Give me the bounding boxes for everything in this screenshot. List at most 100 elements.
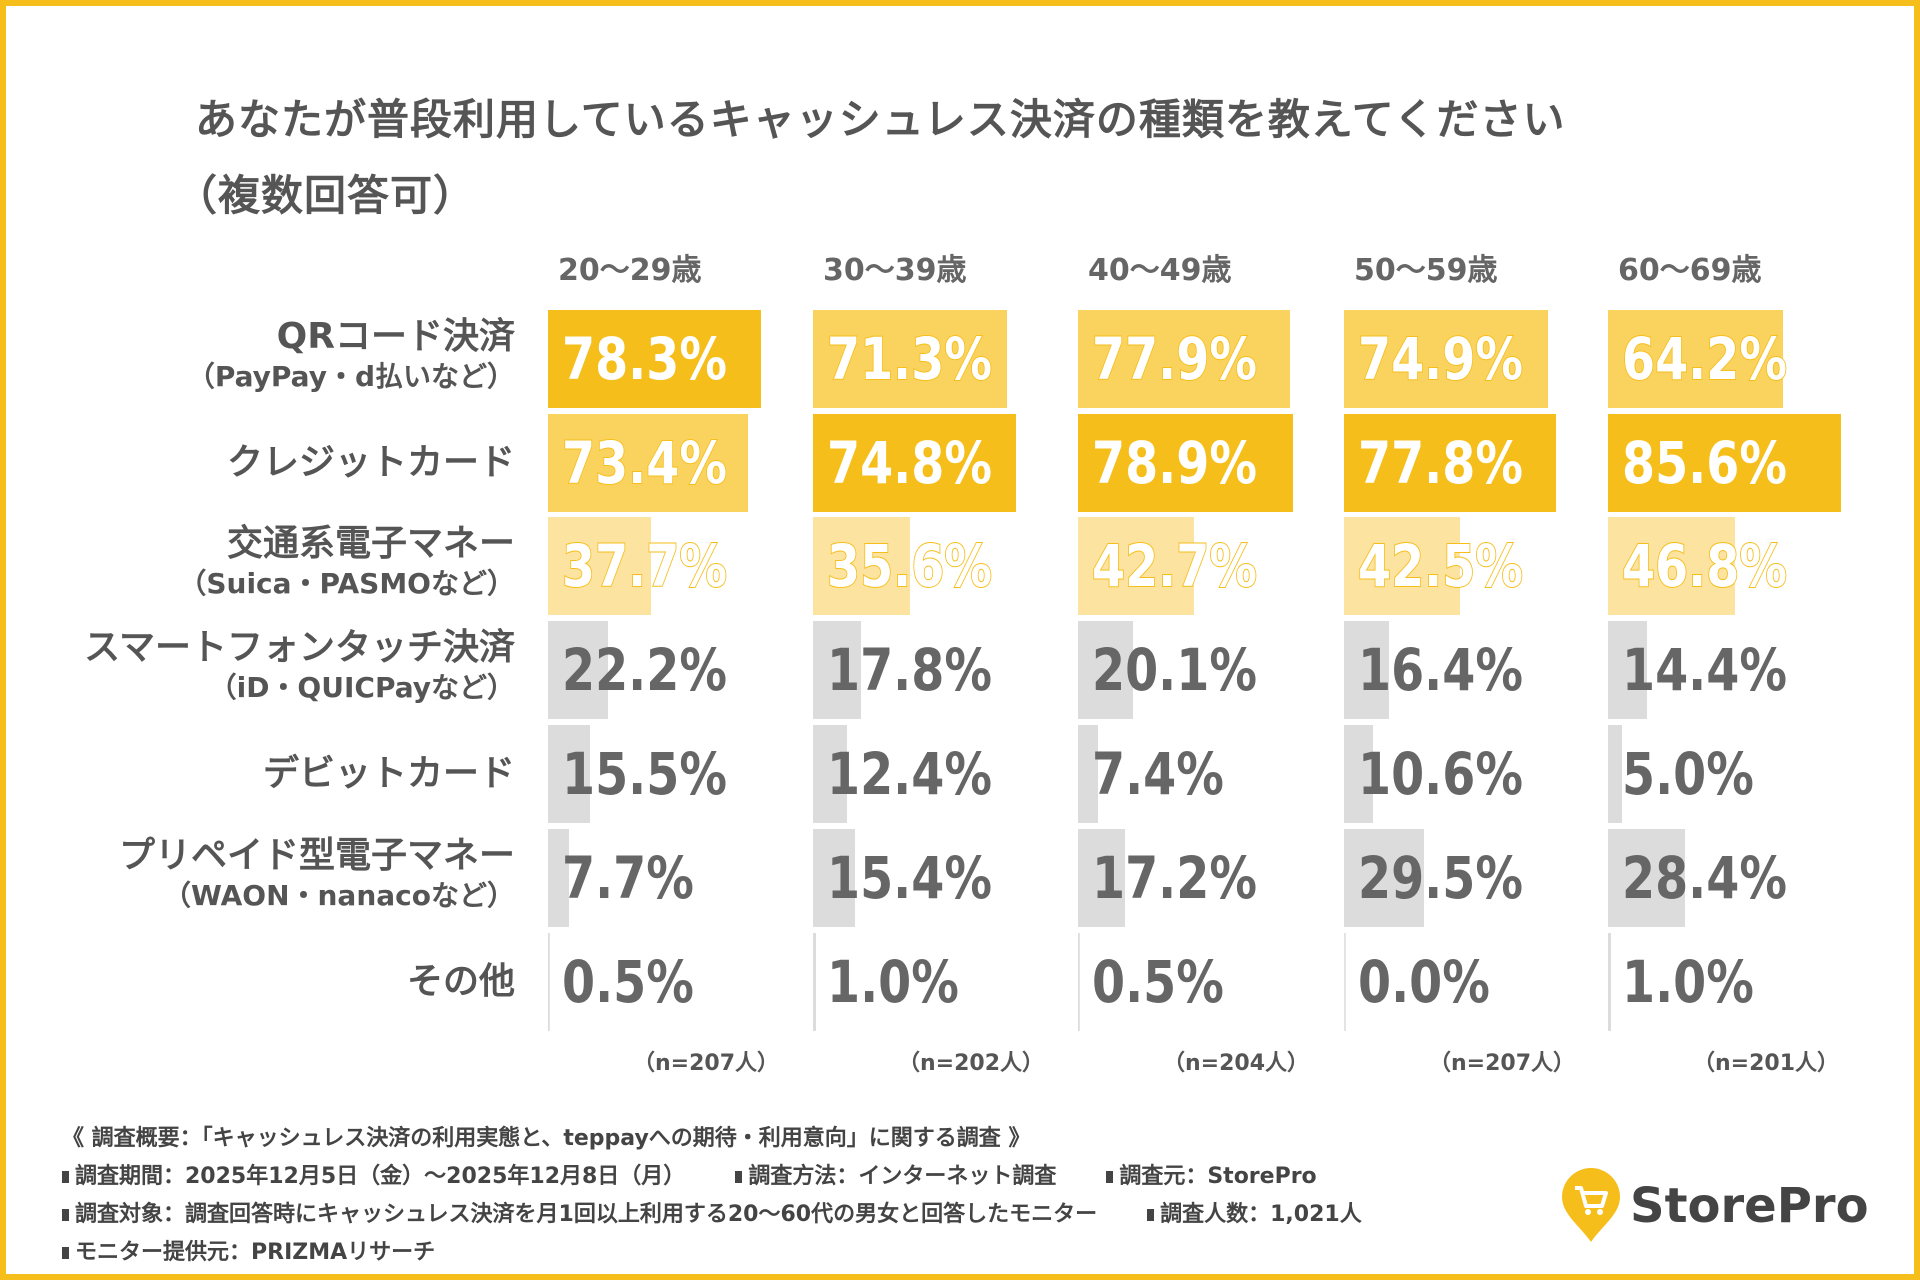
data-label: 17.2% xyxy=(1092,844,1257,912)
data-label: 29.5% xyxy=(1358,844,1523,912)
footer-method: 調査方法：インターネット調査 xyxy=(748,1164,1057,1189)
row-label-main: 交通系電子マネー xyxy=(226,523,515,564)
survey-footer: 《 調査概要：「キャッシュレス決済の利用実態と、teppayへの期待・利用意向」… xyxy=(62,1120,1362,1272)
bar xyxy=(1078,621,1133,719)
data-label: 0.5% xyxy=(562,948,694,1016)
data-label: 1.0% xyxy=(1622,948,1754,1016)
row-label-sub: （PayPay・d払いなど） xyxy=(186,360,515,393)
data-label: 22.2% xyxy=(562,636,727,704)
data-label: 71.3% xyxy=(826,324,993,394)
data-label: 7.7% xyxy=(562,844,694,912)
bar xyxy=(1344,414,1556,512)
row-label: スマートフォンタッチ決済 （iD・QUICPayなど） xyxy=(84,626,515,706)
bar xyxy=(813,517,910,615)
row-label-sub: （Suica・PASMOなど） xyxy=(178,567,515,600)
bar xyxy=(1608,621,1648,719)
data-label: 14.4% xyxy=(1622,636,1787,704)
row-label-main: QRコード決済 xyxy=(276,316,515,357)
data-label: 7.4% xyxy=(1092,740,1224,808)
bar xyxy=(1344,829,1425,927)
column-header: 40〜49歳 xyxy=(1088,253,1232,288)
bar xyxy=(1344,725,1373,823)
data-label: 74.9% xyxy=(1357,324,1524,394)
data-label: 78.3% xyxy=(562,325,727,393)
data-label: 77.9% xyxy=(1091,324,1258,394)
shopping-cart-pin-icon xyxy=(1562,1168,1620,1242)
storepro-logo: StorePro xyxy=(1560,1168,1869,1244)
bar xyxy=(548,517,651,615)
footer-heading: 《 調査概要：「キャッシュレス決済の利用実態と、teppayへの期待・利用意向」… xyxy=(62,1126,1031,1151)
bar xyxy=(1608,310,1783,408)
bar xyxy=(1608,414,1841,512)
sample-size-label: （n=207人） xyxy=(633,1051,780,1076)
data-label: 78.9% xyxy=(1092,429,1257,497)
data-label: 64.2% xyxy=(1621,324,1788,394)
data-label: 20.1% xyxy=(1092,636,1257,704)
column-header: 50〜59歳 xyxy=(1354,253,1498,288)
data-label: 42.7% xyxy=(1091,531,1258,601)
column-header: 20〜29歳 xyxy=(558,253,702,288)
column-header: 60〜69歳 xyxy=(1618,253,1762,288)
data-label: 15.5% xyxy=(562,740,727,808)
bar xyxy=(1078,414,1293,512)
axis-line xyxy=(1344,933,1346,1031)
data-label: 73.4% xyxy=(561,428,728,498)
data-label: 35.6% xyxy=(826,531,993,601)
bar xyxy=(1344,310,1548,408)
sample-size-label: （n=207人） xyxy=(1429,1051,1576,1076)
data-label: 37.7% xyxy=(561,531,728,601)
bar xyxy=(813,414,1017,512)
bar xyxy=(1344,517,1460,615)
bar xyxy=(1608,725,1622,823)
row-label: QRコード決済 （PayPay・d払いなど） xyxy=(187,315,515,395)
bar xyxy=(1078,725,1099,823)
sample-size-label: （n=201人） xyxy=(1693,1051,1840,1076)
data-label: 17.8% xyxy=(827,636,992,704)
bar xyxy=(548,725,591,823)
footer-count: 調査人数：1,021人 xyxy=(1160,1202,1362,1227)
bar xyxy=(1344,621,1389,719)
bar xyxy=(548,621,609,719)
chart-subtitle: （複数回答可） xyxy=(175,171,477,220)
chart-title-block: あなたが普段利用しているキャッシュレス決済の種類を教えてください （複数回答可） xyxy=(175,82,1566,234)
data-label: 0.0% xyxy=(1358,948,1490,1016)
row-label: その他 xyxy=(407,960,515,1004)
data-label: 77.8% xyxy=(1358,429,1523,497)
data-label: 46.8% xyxy=(1621,531,1788,601)
bar xyxy=(548,933,550,1031)
bar xyxy=(1078,310,1290,408)
bar xyxy=(1608,933,1611,1031)
data-label: 74.8% xyxy=(827,429,992,497)
data-label: 10.6% xyxy=(1358,740,1523,808)
data-label: 85.6% xyxy=(1622,429,1787,497)
sample-size-label: （n=202人） xyxy=(898,1051,1045,1076)
row-label: クレジットカード xyxy=(227,441,515,485)
bar xyxy=(813,725,847,823)
bar xyxy=(1608,517,1736,615)
bar xyxy=(813,829,855,927)
row-label-sub: （WAON・nanacoなど） xyxy=(162,879,515,912)
footer-period: 調査期間：2025年12月5日（金）〜2025年12月8日（月） xyxy=(75,1164,686,1189)
bar xyxy=(548,414,748,512)
bar xyxy=(1608,829,1686,927)
footer-provider: モニター提供元：PRIZMAリサーチ xyxy=(75,1240,436,1265)
row-label-sub: （iD・QUICPayなど） xyxy=(208,671,515,704)
data-label: 5.0% xyxy=(1622,740,1754,808)
data-label: 16.4% xyxy=(1358,636,1523,704)
footer-source: 調査元：StorePro xyxy=(1119,1164,1317,1189)
row-label-main: クレジットカード xyxy=(226,442,515,483)
bar xyxy=(1078,933,1080,1031)
data-label: 12.4% xyxy=(827,740,992,808)
bar xyxy=(813,933,816,1031)
bar xyxy=(813,310,1007,408)
row-label: デビットカード xyxy=(263,752,515,796)
bar xyxy=(1078,829,1125,927)
bar xyxy=(548,829,569,927)
row-label-main: その他 xyxy=(406,961,515,1002)
logo-text: StorePro xyxy=(1630,1178,1869,1234)
row-label-main: デビットカード xyxy=(262,753,515,794)
column-header: 30〜39歳 xyxy=(823,253,967,288)
sample-size-label: （n=204人） xyxy=(1163,1051,1310,1076)
row-label: プリペイド型電子マネー （WAON・nanacoなど） xyxy=(119,834,515,914)
